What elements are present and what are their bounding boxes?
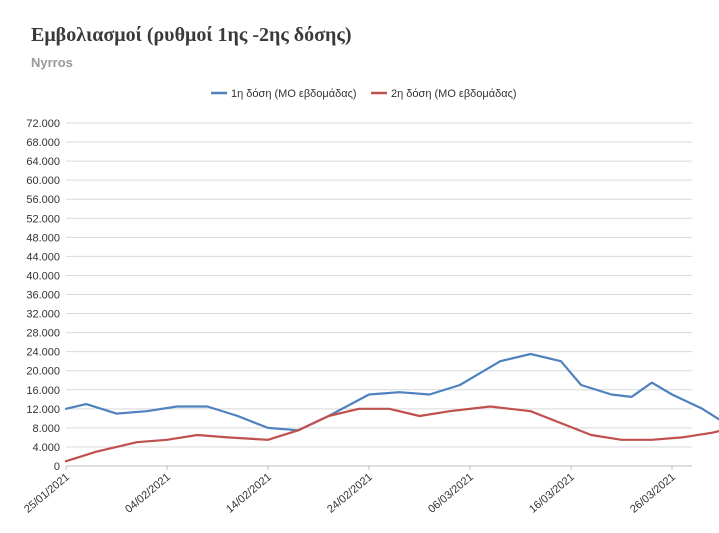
y-tick-label: 16.000 — [26, 385, 60, 397]
x-tick-label: 06/03/2021 — [426, 471, 476, 516]
y-tick-label: 4.000 — [32, 442, 60, 454]
y-tick-label: 28.000 — [26, 328, 60, 340]
gridlines — [66, 122, 692, 467]
chart-subtitle: Nyrros — [31, 55, 73, 70]
x-tick-label: 26/03/2021 — [628, 471, 678, 516]
series-line-dose1 — [64, 352, 719, 432]
axes: 0 4.000 8.000 12.000 16.000 20.000 24.000 28.00… — [22, 118, 692, 516]
y-tick-label: 36.000 — [26, 290, 60, 302]
x-tick-label: 16/03/2021 — [527, 471, 577, 516]
y-tick-label: 32.000 — [26, 309, 60, 321]
chart-title: Εμβολιασμοί (ρυθμοί 1ης -2ης δόσης) — [31, 24, 352, 46]
y-tick-label: 60.000 — [26, 175, 60, 187]
series-lines — [64, 352, 719, 463]
series-line-dose2 — [64, 405, 719, 463]
y-tick-label: 56.000 — [26, 194, 60, 206]
legend: 1η δόση (ΜΟ εβδομάδας) 2η δόση (ΜΟ εβδομά… — [211, 88, 517, 100]
y-tick-label: 0 — [54, 461, 60, 473]
y-tick-label: 40.000 — [26, 270, 60, 282]
x-tick-label: 25/01/2021 — [22, 471, 72, 516]
y-tick-label: 52.000 — [26, 213, 60, 225]
y-tick-label: 64.000 — [26, 156, 60, 168]
y-tick-label: 8.000 — [32, 423, 60, 435]
y-tick-label: 24.000 — [26, 347, 60, 359]
y-tick-label: 68.000 — [26, 137, 60, 149]
y-tick-label: 44.000 — [26, 251, 60, 263]
y-tick-label: 48.000 — [26, 232, 60, 244]
x-tick-label: 04/02/2021 — [123, 471, 173, 516]
y-tick-label: 72.000 — [26, 118, 60, 130]
y-tick-label: 12.000 — [26, 404, 60, 416]
x-tick-label: 24/02/2021 — [325, 471, 375, 516]
legend-label-dose2: 2η δόση (ΜΟ εβδομάδας) — [391, 88, 517, 100]
y-tick-label: 20.000 — [26, 366, 60, 378]
legend-label-dose1: 1η δόση (ΜΟ εβδομάδας) — [231, 88, 357, 100]
x-tick-label: 14/02/2021 — [224, 471, 274, 516]
